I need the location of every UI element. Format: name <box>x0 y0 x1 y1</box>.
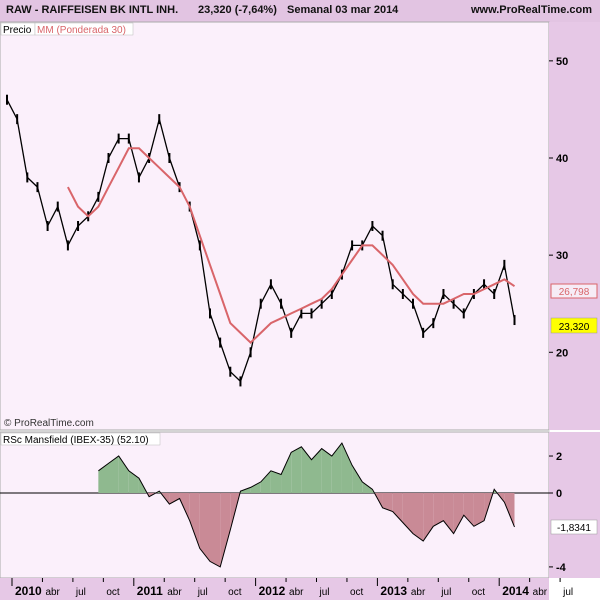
x-axis-tick-label: abr <box>289 587 304 598</box>
rsc-negative-area <box>413 492 424 542</box>
last-change: 23,320 (-7,64%) <box>198 4 277 16</box>
ma-series-line <box>67 147 516 344</box>
rsc-positive-area <box>260 470 271 493</box>
rsc-last-box <box>550 519 598 535</box>
rsc-negative-area <box>453 492 464 534</box>
price-layer <box>6 94 516 387</box>
x-axis-tick-label: abr <box>45 587 60 598</box>
rsc-negative-area <box>504 492 515 527</box>
price-last-box <box>550 317 598 334</box>
rsc-negative-area <box>392 492 403 523</box>
rsc-negative-area <box>473 492 485 527</box>
rsc-positive-area <box>331 443 342 493</box>
price-y-tick-label: 40 <box>556 153 568 165</box>
rsc-last-value: -1,8341 <box>557 523 591 534</box>
x-axis-tick-label: 2010 <box>15 584 42 598</box>
period-date: Semanal 03 mar 2014 <box>287 4 399 16</box>
site-link[interactable]: www.ProRealTime.com <box>470 4 592 16</box>
price-panel-background <box>0 21 550 431</box>
x-axis-tick-label: jul <box>562 587 573 598</box>
legend-price: Precio <box>3 25 32 36</box>
x-axis-tick-label: oct <box>106 587 120 598</box>
legend-rsc: RSc Mansfield (IBEX-35) (52.10) <box>3 435 149 446</box>
rsc-y-tick-label: 0 <box>556 488 562 500</box>
rsc-negative-area <box>433 492 444 527</box>
rsc-positive-area <box>352 465 363 493</box>
rsc-positive-area <box>281 452 292 493</box>
price-y-tick-label: 30 <box>556 250 568 262</box>
copyright: © ProRealTime.com <box>4 418 94 429</box>
rsc-positive-area <box>311 448 322 493</box>
rsc-positive-area <box>250 481 261 493</box>
rsc-layer <box>0 442 549 568</box>
ticker-title: RAW - RAIFFEISEN BK INTL INH. <box>6 4 179 16</box>
rsc-negative-area <box>402 492 413 534</box>
x-axis-tick-label: abr <box>411 587 426 598</box>
x-axis-tick-label: oct <box>472 587 486 598</box>
date-axis-background <box>0 578 600 600</box>
x-axis-tick-label: jul <box>319 587 330 598</box>
rsc-positive-area <box>128 470 139 493</box>
rsc-negative-area <box>210 492 221 567</box>
header-bar: RAW - RAIFFEISEN BK INTL INH. 23,320 (-7… <box>0 0 600 23</box>
x-axis-tick-label: oct <box>350 587 364 598</box>
price-axis-background <box>549 22 600 430</box>
rsc-negative-area <box>423 492 434 542</box>
bottom-right-corner <box>549 578 600 600</box>
x-axis-tick-label: 2014 <box>502 584 529 598</box>
rsc-negative-area <box>189 492 200 549</box>
rsc-positive-area <box>321 448 332 493</box>
legend-ma: MM (Ponderada 30) <box>37 25 126 36</box>
x-axis-tick-label: 2012 <box>259 584 286 598</box>
rsc-positive-area <box>98 463 109 493</box>
x-axis-tick-label: 2013 <box>380 584 407 598</box>
x-axis-tick-label: jul <box>75 587 86 598</box>
rsc-negative-area <box>382 492 393 512</box>
rsc-negative-area <box>220 492 231 567</box>
price-y-tick-label: 50 <box>556 56 568 68</box>
rsc-series-line <box>98 442 515 568</box>
x-axis-tick-label: oct <box>228 587 242 598</box>
rsc-positive-area <box>291 446 302 493</box>
rsc-positive-area <box>301 446 312 493</box>
price-y-tick-label: 20 <box>556 347 568 359</box>
rsc-positive-area <box>108 456 119 493</box>
legend-ma-box <box>34 22 134 36</box>
x-axis-tick-label: 2011 <box>137 584 163 598</box>
rsc-y-tick-label: 2 <box>556 451 562 463</box>
x-axis-tick-label: jul <box>197 587 208 598</box>
ma-last-box <box>550 283 598 299</box>
rsc-positive-area <box>362 481 373 493</box>
rsc-y-tick-label: -4 <box>556 562 567 574</box>
rsc-negative-area <box>199 492 210 562</box>
price-last-value: 23,320 <box>559 322 590 333</box>
rsc-axis-background <box>549 432 600 578</box>
rsc-positive-area <box>118 456 129 493</box>
x-axis-tick-label: jul <box>440 587 451 598</box>
x-axis-tick-label: abr <box>167 587 182 598</box>
x-axis-tick-label: abr <box>533 587 548 598</box>
rsc-negative-area <box>179 492 190 521</box>
rsc-negative-area <box>169 492 180 505</box>
legend-rsc-box <box>0 432 161 446</box>
rsc-positive-area <box>341 443 353 493</box>
ma-last-value: 26,798 <box>559 287 590 298</box>
rsc-positive-area <box>270 470 282 493</box>
